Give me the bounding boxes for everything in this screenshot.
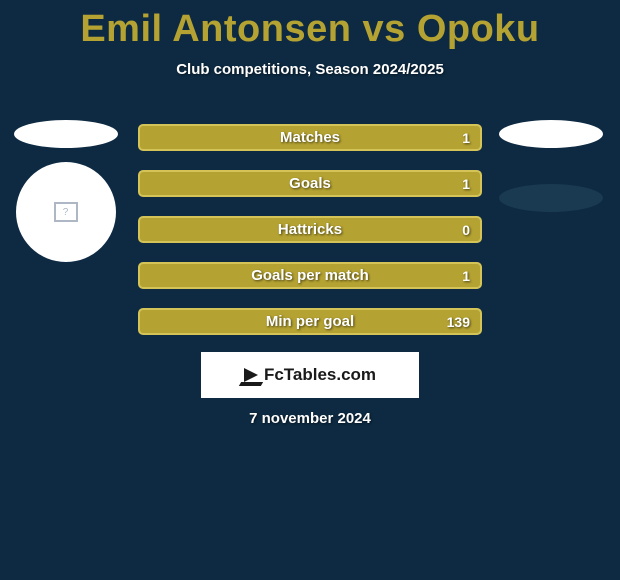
fctables-logo-text: FcTables.com (244, 365, 376, 385)
stat-label: Goals per match (251, 267, 369, 284)
stat-label: Goals (289, 175, 331, 192)
right-team-logo-placeholder (499, 120, 603, 148)
fctables-logo[interactable]: FcTables.com (201, 352, 419, 398)
stat-bar-goals: Goals 1 (138, 170, 482, 197)
stat-value: 1 (462, 130, 470, 146)
stat-value: 0 (462, 222, 470, 238)
left-team-logo-placeholder (14, 120, 118, 148)
stat-label: Matches (280, 129, 340, 146)
comparison-subtitle: Club competitions, Season 2024/2025 (0, 61, 620, 78)
stat-bar-hattricks: Hattricks 0 (138, 216, 482, 243)
stat-bar-min-per-goal: Min per goal 139 (138, 308, 482, 335)
chart-icon (244, 368, 258, 382)
stat-label: Min per goal (266, 313, 354, 330)
stat-label: Hattricks (278, 221, 342, 238)
stats-bars: Matches 1 Goals 1 Hattricks 0 Goals per … (138, 124, 482, 354)
stat-bar-goals-per-match: Goals per match 1 (138, 262, 482, 289)
avatar-placeholder-icon: ? (54, 202, 78, 222)
stat-value: 139 (447, 314, 470, 330)
right-player-avatar-placeholder (499, 184, 603, 212)
comparison-title: Emil Antonsen vs Opoku (0, 0, 620, 51)
stat-bar-matches: Matches 1 (138, 124, 482, 151)
snapshot-date: 7 november 2024 (0, 410, 620, 427)
left-player-avatar: ? (16, 162, 116, 262)
right-player-column (493, 120, 608, 212)
stat-value: 1 (462, 268, 470, 284)
stat-value: 1 (462, 176, 470, 192)
left-player-column: ? (8, 120, 123, 262)
